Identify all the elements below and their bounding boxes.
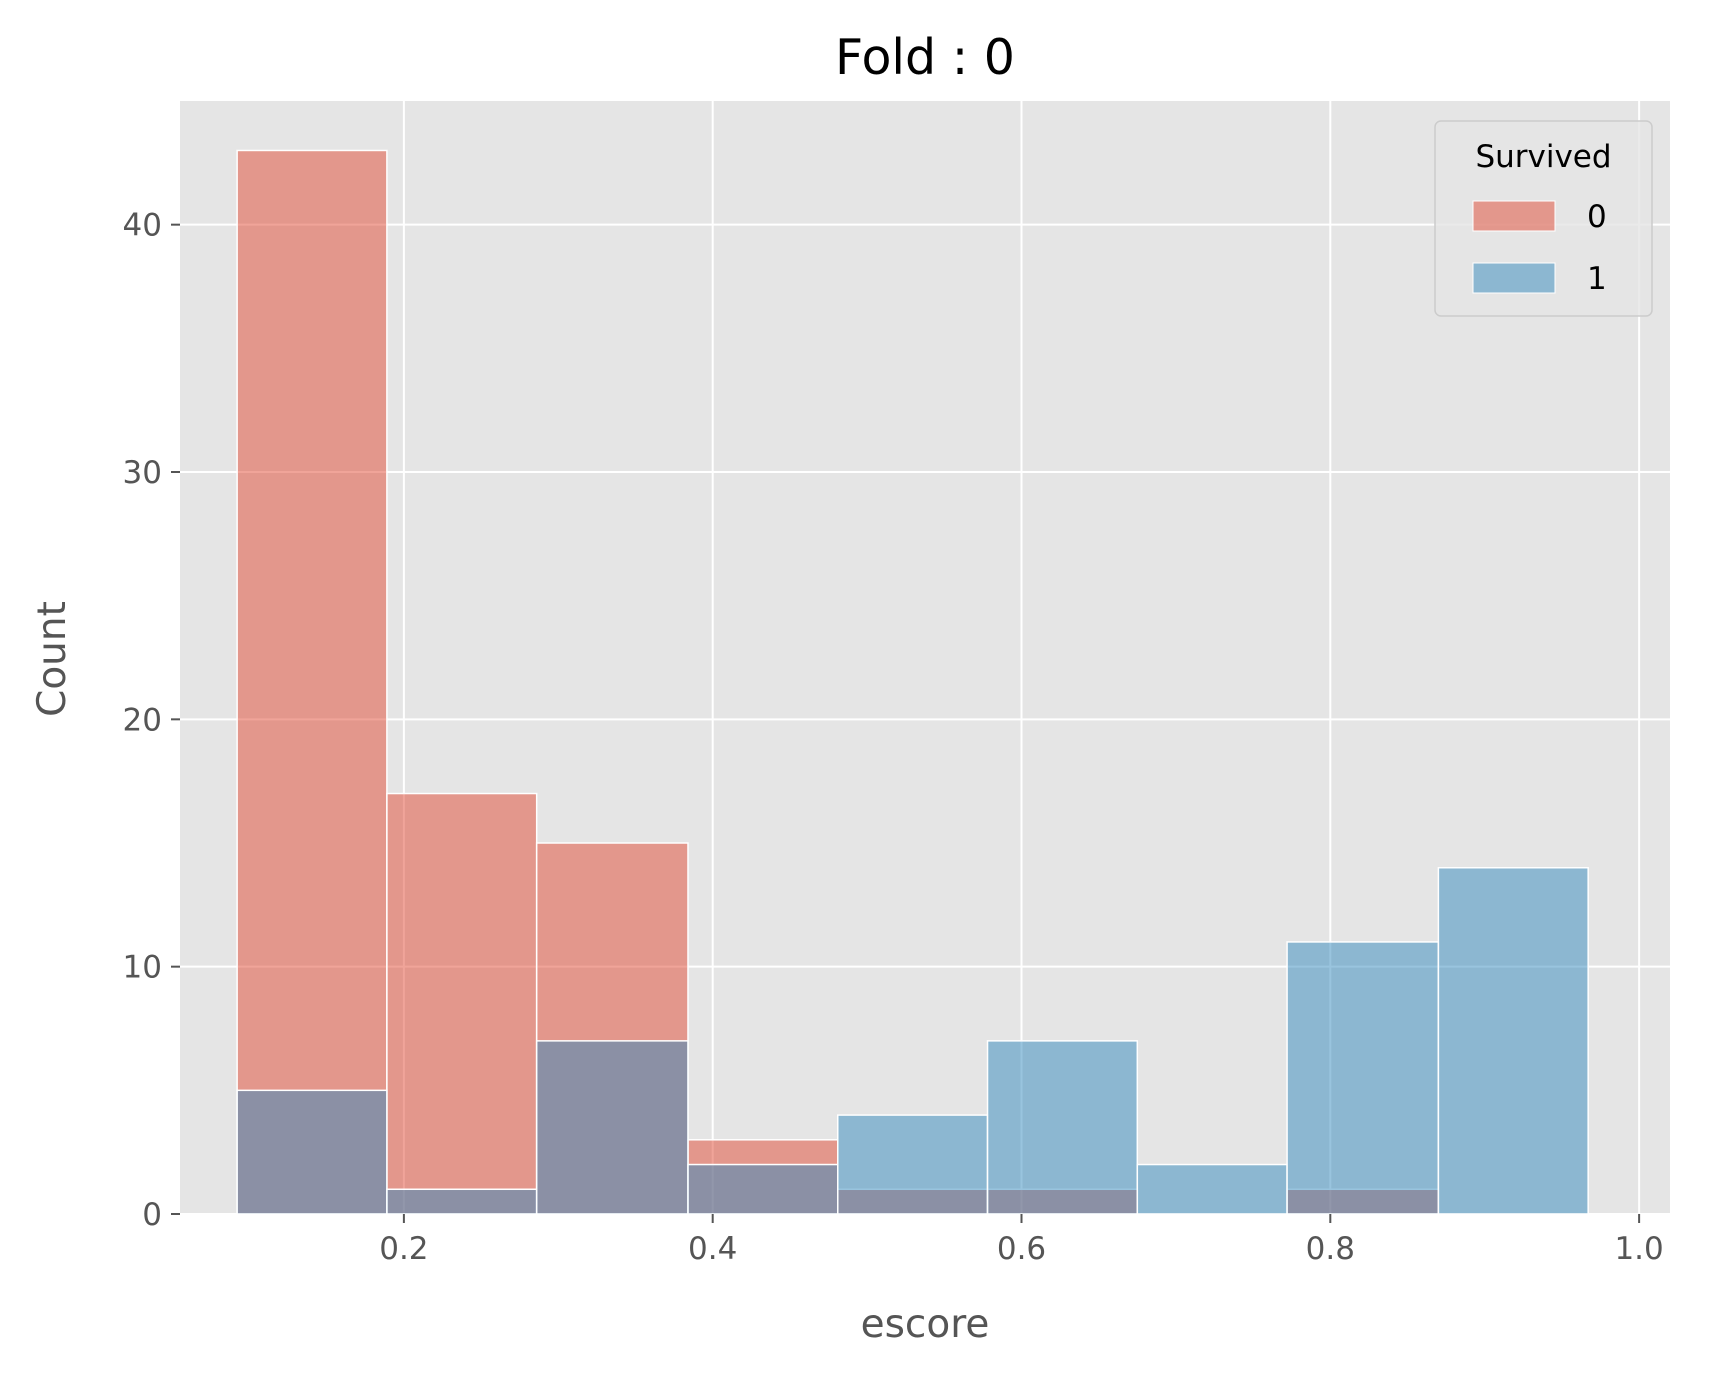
y-tick-label: 20 (123, 702, 162, 738)
legend: Survived 0 1 (1434, 120, 1653, 317)
legend-swatch-1 (1472, 262, 1556, 294)
y-tick-label: 10 (123, 950, 162, 986)
axes: 0.2 0.4 0.6 0.8 1.0 0 10 20 30 40 (123, 208, 1664, 1267)
legend-swatch-0 (1472, 200, 1556, 232)
bar-series-1-bin-8 (1437, 866, 1589, 1215)
bar-series-0-bin-1 (386, 792, 538, 1215)
bar-series-1-bin-3 (687, 1163, 839, 1215)
y-tick-label: 40 (123, 208, 162, 244)
legend-label-0: 0 (1587, 199, 1607, 235)
x-tick-label: 1.0 (1614, 1231, 1663, 1267)
bar-series-1-bin-1 (386, 1188, 538, 1215)
bar-series-1-bin-0 (236, 1089, 388, 1215)
legend-title: Survived (1475, 139, 1611, 175)
x-tick-label: 0.4 (688, 1231, 737, 1267)
legend-label-1: 1 (1587, 261, 1607, 297)
bar-series-1-bin-2 (535, 1040, 689, 1215)
x-tick-label: 0.8 (1306, 1231, 1355, 1267)
chart-title: Fold : 0 (835, 29, 1015, 86)
x-axis-label: escore (861, 1302, 990, 1347)
bar-series-0-bin-0 (236, 149, 388, 1215)
x-tick-label: 0.2 (379, 1231, 428, 1267)
bar-series-1-bin-6 (1136, 1163, 1288, 1215)
bar-series-1-bin-5 (986, 1040, 1139, 1215)
x-tick-label: 0.6 (997, 1231, 1046, 1267)
y-tick-label: 0 (142, 1197, 162, 1233)
y-tick-label: 30 (123, 455, 162, 491)
histogram-bars (236, 149, 1589, 1215)
bar-series-1-bin-7 (1286, 941, 1440, 1215)
bar-series-1-bin-4 (837, 1114, 989, 1215)
y-axis-label: Count (30, 601, 75, 717)
